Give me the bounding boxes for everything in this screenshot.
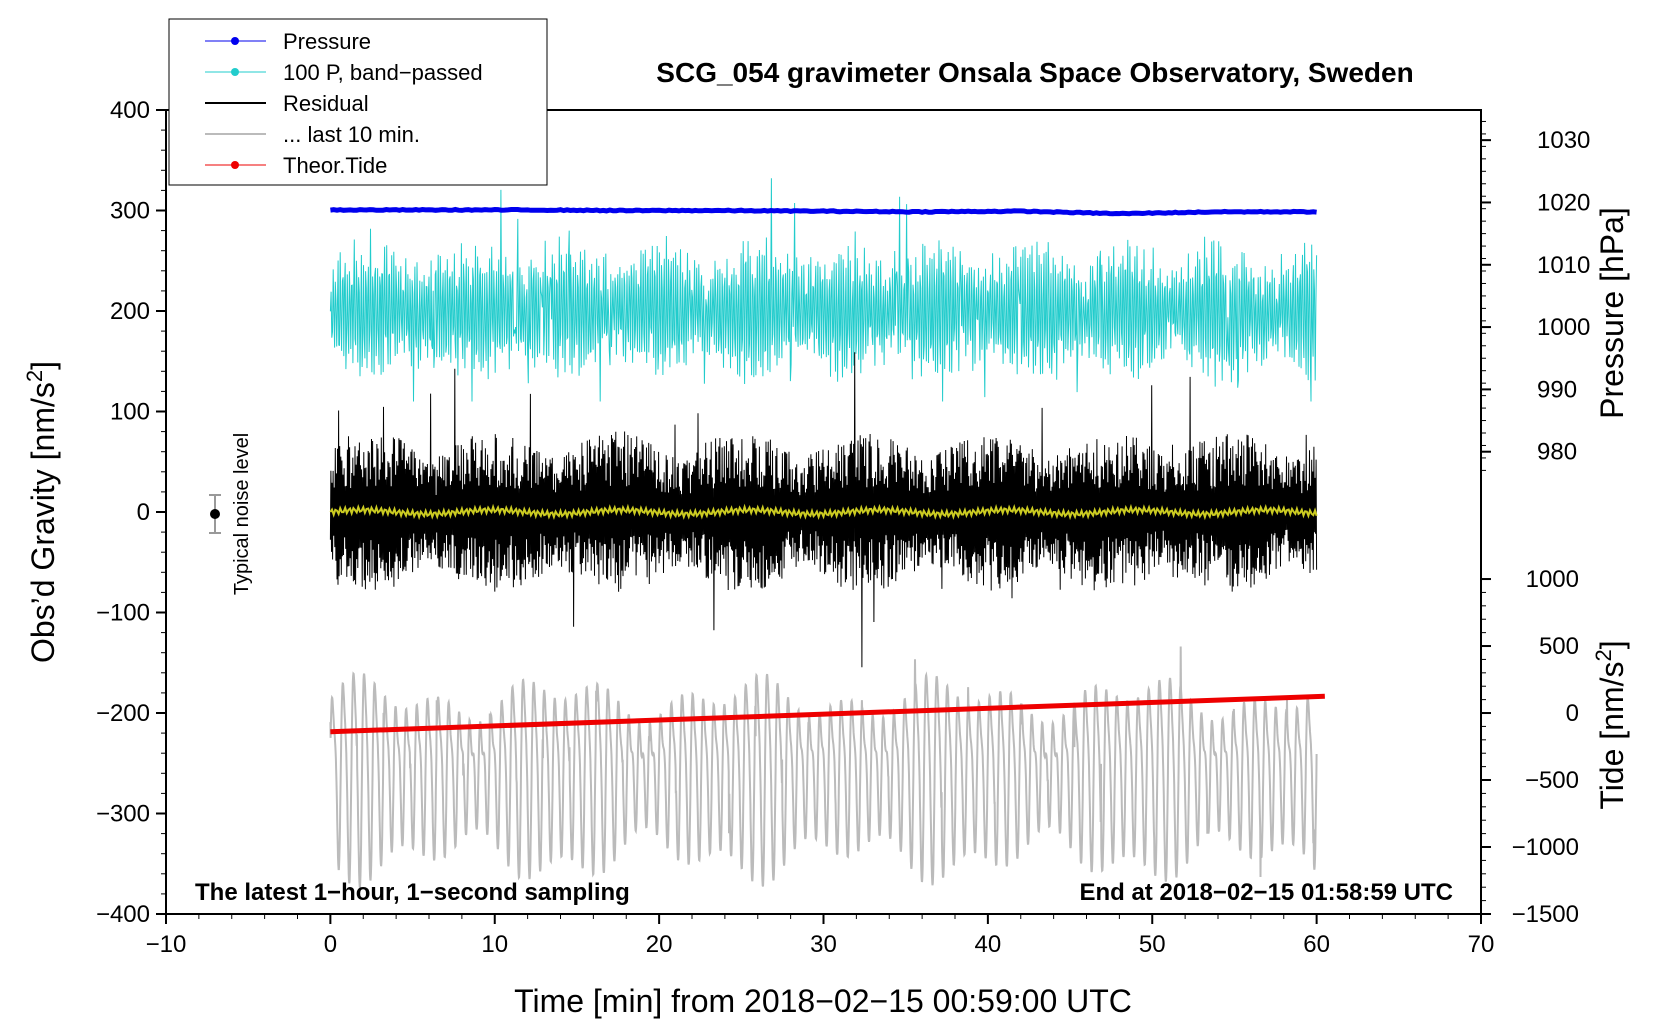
y-tick-label: −100: [96, 600, 150, 627]
y-axis-title-pressure: Pressure [hPa]: [1594, 207, 1630, 419]
y-tick-label: 300: [110, 198, 150, 225]
y-axis-title-left-close: ]: [25, 361, 61, 370]
x-tick-label: 50: [1139, 931, 1166, 958]
x-tick-label: 70: [1468, 931, 1495, 958]
x-tick-label: 0: [324, 931, 337, 958]
legend-marker: [231, 37, 239, 45]
y-tick-label: −200: [96, 700, 150, 727]
pressure-tick-label: 990: [1537, 376, 1577, 403]
y-tick-label: 200: [110, 298, 150, 325]
trace-band-passed-pressure: [329, 178, 1318, 402]
legend-label: 100 P, band−passed: [283, 60, 483, 85]
legend-items: Pressure 100 P, band−passed Residual ... la…: [205, 29, 483, 178]
tide-tick-label: −1500: [1512, 901, 1579, 928]
noise-indicator: Typical noise level: [209, 433, 253, 595]
x-tick-label: 10: [481, 931, 508, 958]
y-tick-label: 0: [137, 499, 150, 526]
pressure-tick-label: 1010: [1537, 252, 1590, 279]
y-axis-title-tide-sup: 2: [1591, 649, 1616, 661]
y-axis-title-left-main: Obs’d Gravity [nm/s: [25, 382, 61, 663]
note-latest-hour: The latest 1−hour, 1−second sampling: [195, 879, 630, 906]
pressure-tick-label: 1020: [1537, 189, 1590, 216]
y-axis-title-tide: Tide [nm/s2]: [1591, 640, 1630, 809]
legend-label: Pressure: [283, 29, 371, 54]
legend-marker: [231, 161, 239, 169]
y-tick-label: −400: [96, 901, 150, 928]
x-tick-label: 30: [810, 931, 837, 958]
pressure-tick-label: 980: [1537, 439, 1577, 466]
trace-residual: [329, 352, 1318, 668]
tide-tick-label: 500: [1539, 633, 1579, 660]
y-tick-label: −300: [96, 801, 150, 828]
y-axis-title-left: Obs’d Gravity [nm/s2]: [22, 361, 61, 663]
noise-label: Typical noise level: [231, 433, 253, 595]
x-axis-title: Time [min] from 2018−02−15 00:59:00 UTC: [514, 983, 1132, 1019]
legend-label: ... last 10 min.: [283, 122, 420, 147]
tide-tick-label: −500: [1525, 767, 1579, 794]
data-traces: [329, 178, 1325, 888]
tide-tick-label: 1000: [1526, 566, 1579, 593]
y-axis-title-tide-close: ]: [1594, 640, 1630, 649]
trace-theoretical-tide: [330, 693, 1325, 735]
y-tick-label: 400: [110, 97, 150, 124]
y-axis-title-tide-main: Tide [nm/s: [1594, 661, 1630, 809]
legend: Pressure 100 P, band−passed Residual ... la…: [168, 18, 548, 186]
note-end-time: End at 2018−02−15 01:58:59 UTC: [1079, 879, 1453, 906]
noise-marker-dot: [210, 509, 220, 519]
chart-title: SCG_054 gravimeter Onsala Space Observat…: [656, 57, 1413, 88]
x-tick-label: 60: [1303, 931, 1330, 958]
y-axis-title-left-sup: 2: [22, 370, 47, 382]
legend-marker: [231, 68, 239, 76]
y-tick-label: 100: [110, 399, 150, 426]
tide-tick-label: 0: [1566, 700, 1579, 727]
axis-ticks: −10 0 10 20 30 40 50 60 70−400−300−200−100010020…: [96, 97, 1590, 958]
legend-label: Residual: [283, 91, 369, 116]
trace-last-10-min: [329, 646, 1318, 888]
trace-pressure: [330, 206, 1317, 217]
x-tick-label: 20: [646, 931, 673, 958]
legend-label: Theor.Tide: [283, 153, 387, 178]
x-tick-label: −10: [146, 931, 187, 958]
trace-residual-smoothed: [329, 503, 1318, 521]
x-tick-label: 40: [975, 931, 1002, 958]
tide-tick-label: −1000: [1512, 834, 1579, 861]
pressure-tick-label: 1030: [1537, 127, 1590, 154]
pressure-tick-label: 1000: [1537, 314, 1590, 341]
